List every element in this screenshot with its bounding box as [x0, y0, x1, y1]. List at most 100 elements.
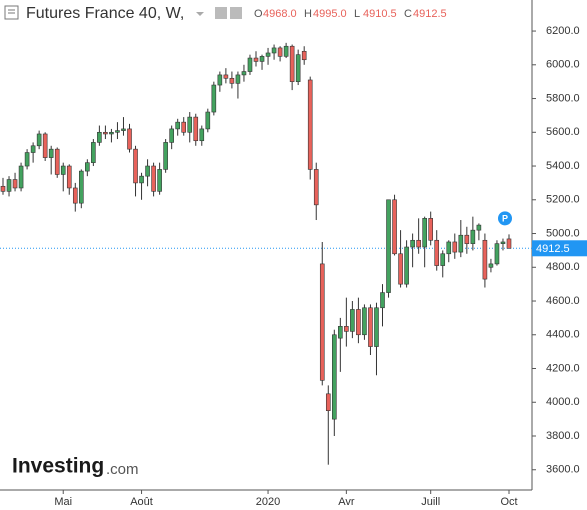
ohlc-key: H	[304, 8, 312, 20]
candle-body	[398, 253, 403, 285]
candle-body	[410, 239, 415, 248]
logo-brand: Investing	[12, 455, 104, 478]
icon[interactable]	[4, 5, 19, 20]
y-tick-label: 6200.0	[546, 25, 580, 37]
candle-body	[416, 239, 421, 248]
candle-body	[494, 243, 500, 265]
candle-body	[464, 234, 470, 244]
candle-body	[247, 57, 253, 72]
y-tick-label: 4600.0	[546, 295, 580, 307]
candle-body	[422, 218, 427, 248]
candle-body	[30, 145, 36, 153]
candle-body	[368, 307, 373, 347]
candle-body	[350, 309, 355, 332]
y-tick-label: 3800.0	[546, 430, 580, 442]
candle-body	[66, 165, 72, 189]
candle-body	[211, 84, 217, 113]
ohlc-key: C	[404, 8, 412, 20]
marker-text: P	[502, 214, 508, 224]
candle-body	[217, 74, 223, 86]
last-price-label: 4912.5	[536, 243, 570, 255]
candle-body	[295, 54, 301, 82]
ohlc-value: 4995.0	[313, 8, 347, 20]
y-tick-label: 4400.0	[546, 329, 580, 341]
x-tick-label: Août	[130, 496, 153, 508]
candle-body	[344, 326, 349, 332]
candle-body	[241, 71, 247, 76]
candle-body	[374, 307, 379, 347]
candle-body	[169, 128, 174, 143]
candle-body	[338, 326, 343, 339]
candle-body	[265, 52, 271, 57]
candle-body	[380, 292, 385, 309]
candle-body	[458, 234, 464, 253]
candle-body	[404, 246, 409, 285]
ohlc-key: O	[254, 8, 263, 20]
x-tick-label: Avr	[338, 496, 355, 508]
candle-body	[48, 148, 54, 158]
candle-body	[18, 165, 24, 189]
candle-body	[157, 169, 162, 192]
candle-body	[36, 133, 42, 147]
ohlc-value: 4912.5	[413, 8, 447, 20]
candle-body	[6, 179, 12, 192]
candle-body	[115, 130, 120, 133]
candle-body	[259, 56, 265, 62]
marker-circle	[498, 211, 512, 226]
candle-body	[205, 111, 211, 130]
y-tick-label: 5200.0	[546, 194, 580, 206]
y-tick-label: 4000.0	[546, 396, 580, 408]
candle-body	[476, 224, 482, 231]
candle-body	[193, 116, 199, 142]
y-tick-label: 4200.0	[546, 362, 580, 374]
candle-body	[72, 187, 78, 204]
candle-body	[356, 309, 361, 336]
x-tick-label: Oct	[500, 496, 517, 508]
candle-body	[12, 179, 18, 189]
candle-body	[235, 74, 241, 84]
x-tick-label: Juill	[421, 496, 440, 508]
y-tick-label: 3600.0	[546, 464, 580, 476]
candle-body	[187, 116, 193, 133]
candle-body	[163, 142, 168, 170]
ohlc-key: L	[354, 8, 360, 20]
candle-body	[470, 229, 476, 244]
candle-body	[91, 142, 96, 163]
candle-body	[127, 128, 132, 150]
logo-suffix: .com	[106, 461, 139, 478]
candle-body	[307, 79, 313, 170]
candle-body	[103, 131, 108, 135]
candle-body	[332, 334, 337, 420]
candle-body	[229, 77, 235, 84]
y-tick-label: 5400.0	[546, 160, 580, 172]
icon[interactable]	[215, 7, 227, 19]
candle-body	[109, 131, 114, 135]
last-price-box	[532, 240, 587, 257]
candle-body	[60, 165, 66, 175]
y-tick-label: 6000.0	[546, 59, 580, 71]
candle-body	[24, 152, 30, 167]
candle-body	[54, 148, 60, 175]
candle-body	[452, 241, 458, 253]
candle-body	[151, 165, 156, 192]
icon[interactable]	[230, 7, 242, 19]
candle-body	[446, 241, 452, 255]
candle-body	[392, 199, 397, 255]
dropdown-icon[interactable]	[196, 12, 204, 16]
ohlc-value: 4968.0	[263, 8, 297, 20]
y-tick-label: 5800.0	[546, 92, 580, 104]
candle-body	[42, 133, 48, 158]
ohlc-value: 4910.5	[363, 8, 397, 20]
x-tick-label: Mai	[54, 496, 72, 508]
candle-body	[0, 185, 6, 192]
candle-body	[121, 128, 126, 131]
candle-body	[253, 57, 259, 62]
candle-body	[434, 239, 440, 266]
candle-body	[85, 162, 90, 172]
y-tick-label: 4800.0	[546, 261, 580, 273]
candle-body	[79, 170, 84, 204]
candle-body	[289, 45, 295, 82]
